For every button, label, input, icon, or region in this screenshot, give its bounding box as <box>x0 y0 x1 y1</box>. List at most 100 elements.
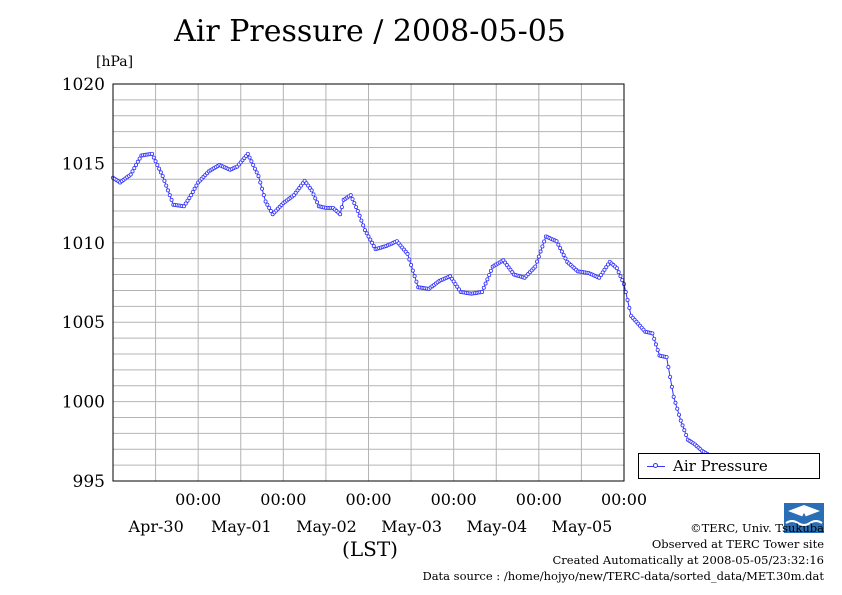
series-layer <box>111 151 710 457</box>
data-point <box>677 412 682 417</box>
x-tick-date-label: May-04 <box>466 517 527 536</box>
data-point <box>538 249 543 254</box>
data-point <box>137 156 142 161</box>
data-point <box>405 251 410 256</box>
data-point <box>669 384 674 389</box>
data-point <box>260 186 265 191</box>
data-point <box>614 266 619 271</box>
y-tick-label: 1015 <box>62 154 105 174</box>
plot-frame <box>112 83 625 482</box>
data-point <box>162 178 167 183</box>
data-point <box>256 174 261 179</box>
data-point <box>618 274 623 279</box>
data-point <box>368 237 373 242</box>
data-point <box>355 209 360 214</box>
data-point <box>668 374 673 379</box>
data-point <box>150 151 155 156</box>
data-point <box>412 274 417 279</box>
data-point <box>680 423 685 428</box>
data-point <box>153 159 158 164</box>
data-point <box>187 195 192 200</box>
data-point <box>655 347 660 352</box>
data-point <box>481 285 486 290</box>
x-tick-date-label: Apr-30 <box>128 517 184 536</box>
data-point <box>410 268 415 273</box>
x-tick-time-label: 00:00 <box>516 490 562 509</box>
x-tick-date-label: May-01 <box>211 517 272 536</box>
data-point <box>364 231 369 236</box>
data-point <box>535 259 540 264</box>
data-point <box>251 162 256 167</box>
data-point <box>357 213 362 218</box>
data-point <box>371 243 376 248</box>
data-point <box>675 406 680 411</box>
x-axis-unit-label: (LST) <box>342 537 398 561</box>
data-point <box>185 198 190 203</box>
data-point <box>653 342 658 347</box>
data-point <box>247 155 252 160</box>
data-point <box>664 355 669 360</box>
data-point <box>666 365 671 370</box>
data-point <box>160 174 165 179</box>
x-tick-time-label: 00:00 <box>601 490 647 509</box>
data-point <box>451 279 456 284</box>
data-point <box>559 249 564 254</box>
data-point <box>485 277 490 282</box>
data-point <box>620 278 625 283</box>
data-point <box>533 264 538 269</box>
x-tick-time-label: 00:00 <box>345 490 391 509</box>
data-point <box>673 400 678 405</box>
data-point <box>627 305 632 310</box>
data-point <box>166 188 171 193</box>
data-point <box>652 336 657 341</box>
data-point <box>164 183 169 188</box>
data-point <box>167 193 172 198</box>
data-point <box>598 273 603 278</box>
data-point <box>194 183 199 188</box>
data-point <box>563 256 568 261</box>
data-point <box>245 151 250 156</box>
data-point <box>350 197 355 202</box>
data-point <box>155 162 160 167</box>
data-point <box>132 166 137 171</box>
data-point <box>604 265 609 270</box>
data-point <box>558 246 563 251</box>
data-point <box>169 197 174 202</box>
x-tick-date-label: May-02 <box>296 517 357 536</box>
credit-created: Created Automatically at 2008-05-05/23:3… <box>552 553 825 567</box>
data-point <box>456 287 461 292</box>
data-point <box>315 200 320 205</box>
data-point <box>448 274 453 279</box>
data-point <box>540 244 545 249</box>
data-point <box>407 257 412 262</box>
data-point <box>556 242 561 247</box>
data-point <box>682 428 687 433</box>
data-point <box>542 239 547 244</box>
data-point <box>158 170 163 175</box>
data-point <box>311 192 316 197</box>
series-line <box>112 152 708 455</box>
data-point <box>623 290 628 295</box>
x-tick-date-label: May-03 <box>381 517 442 536</box>
data-point <box>606 262 611 267</box>
data-point <box>339 205 344 210</box>
data-point <box>487 273 492 278</box>
data-point <box>561 252 566 257</box>
data-point <box>151 155 156 160</box>
data-point <box>600 270 605 275</box>
data-point <box>265 202 270 207</box>
credit-data-source: Data source : /home/hojyo/new/TERC-data/… <box>422 569 824 583</box>
data-point <box>650 331 655 336</box>
data-point <box>313 196 318 201</box>
data-point <box>361 223 366 228</box>
y-tick-label: 1020 <box>62 75 105 95</box>
y-tick-label: 995 <box>73 472 105 492</box>
legend-point-marker <box>653 463 658 468</box>
data-point <box>362 228 367 233</box>
data-point <box>309 188 314 193</box>
data-point <box>597 275 602 280</box>
data-point <box>602 267 607 272</box>
data-point <box>348 193 353 198</box>
grid-layer <box>113 84 624 481</box>
x-tick-time-label: 00:00 <box>431 490 477 509</box>
